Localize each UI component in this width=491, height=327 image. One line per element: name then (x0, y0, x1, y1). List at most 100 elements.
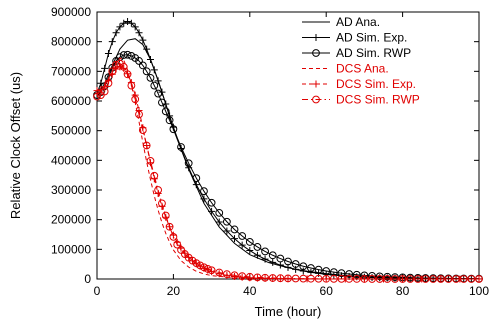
circle-marker (452, 275, 460, 283)
plus-marker (116, 23, 124, 31)
plus-marker (223, 227, 231, 235)
circle-marker (421, 275, 430, 283)
y-tick-label: 200000 (51, 213, 91, 227)
circle-marker (207, 266, 216, 275)
plot-frame (96, 11, 480, 280)
circle-marker (337, 274, 346, 283)
plus-marker (104, 50, 112, 58)
series-layer (93, 17, 483, 283)
plus-marker (162, 100, 170, 108)
circle-marker (261, 273, 269, 282)
y-tick-label: 700000 (51, 64, 91, 78)
plus-marker (135, 29, 143, 37)
circle-marker (173, 240, 182, 249)
circle-marker (192, 174, 201, 183)
circle-marker (112, 60, 120, 69)
circle-marker (238, 272, 247, 281)
circle-marker (184, 159, 193, 168)
circle-marker (169, 125, 178, 134)
circle-marker (138, 61, 147, 70)
x-tick-label: 40 (243, 284, 257, 298)
circle-marker (154, 186, 163, 194)
plus-marker (127, 19, 135, 27)
circle-marker (467, 275, 476, 283)
circle-marker (222, 217, 231, 226)
circle-marker (253, 243, 262, 251)
series-ad-ana (96, 38, 480, 280)
plus-marker (101, 64, 109, 72)
circle-marker (291, 274, 300, 283)
series-line (96, 66, 479, 280)
circle-marker (360, 275, 369, 283)
plus-marker (192, 181, 200, 189)
circle-marker (104, 79, 113, 88)
y-tick-label: 500000 (51, 124, 91, 138)
series-line (96, 54, 480, 280)
y-tick-label: 400000 (51, 153, 91, 167)
circle-marker (215, 268, 224, 277)
circle-marker (383, 275, 392, 283)
circle-marker (345, 270, 354, 278)
circle-marker (192, 259, 201, 268)
x-tick-label: 60 (320, 284, 334, 298)
series-ad-sim-exp (93, 17, 483, 283)
circle-marker (413, 275, 422, 283)
legend-label: AD Sim. RWP (336, 46, 411, 60)
circle-marker (169, 232, 178, 241)
plus-marker (154, 77, 162, 85)
circle-marker (406, 275, 415, 283)
circle-marker (135, 110, 143, 119)
circle-marker (203, 265, 212, 273)
legend-label: AD Sim. Exp. (336, 31, 407, 45)
plus-marker (312, 34, 320, 41)
legend-label: DCS Sim. RWP (336, 93, 420, 107)
plus-marker (120, 19, 128, 27)
circle-marker (268, 274, 277, 282)
circle-marker (131, 95, 140, 104)
series-line (96, 20, 480, 280)
plus-marker (368, 273, 376, 281)
plot-area (96, 11, 480, 280)
circle-marker (322, 274, 331, 283)
plus-marker (146, 55, 154, 63)
circle-marker (444, 275, 453, 283)
circle-marker (307, 264, 315, 272)
circle-marker (398, 275, 407, 283)
legend-label: AD Ana. (336, 15, 380, 29)
circle-marker (230, 271, 239, 280)
circle-marker (196, 261, 205, 270)
series-dcs-ana (96, 57, 480, 280)
series-line (96, 57, 480, 280)
circle-marker (142, 141, 151, 150)
circle-marker (284, 274, 292, 283)
circle-marker (200, 263, 208, 272)
circle-marker (314, 265, 323, 274)
plus-marker (307, 268, 315, 276)
circle-marker (253, 273, 262, 282)
y-tick-label: 600000 (51, 94, 91, 108)
circle-marker (276, 254, 285, 263)
circle-marker (161, 211, 170, 220)
circle-marker (299, 262, 308, 271)
plus-marker (200, 195, 208, 203)
circle-marker (352, 270, 361, 279)
circle-marker (238, 232, 247, 240)
plus-marker (143, 45, 151, 53)
circle-marker (268, 251, 277, 260)
circle-marker (345, 274, 354, 283)
x-tick-label: 0 (94, 284, 101, 298)
y-tick-label: 0 (84, 272, 91, 286)
circle-marker (329, 274, 338, 283)
circle-marker (158, 199, 166, 208)
series-line (96, 63, 479, 280)
plus-marker (208, 207, 216, 215)
series-dcs-sim-rwp (93, 59, 483, 283)
circle-marker (222, 270, 231, 279)
circle-marker (161, 107, 170, 116)
circle-marker (215, 208, 224, 217)
circle-marker (299, 274, 308, 283)
circle-marker (391, 275, 399, 283)
plus-marker (276, 261, 284, 269)
